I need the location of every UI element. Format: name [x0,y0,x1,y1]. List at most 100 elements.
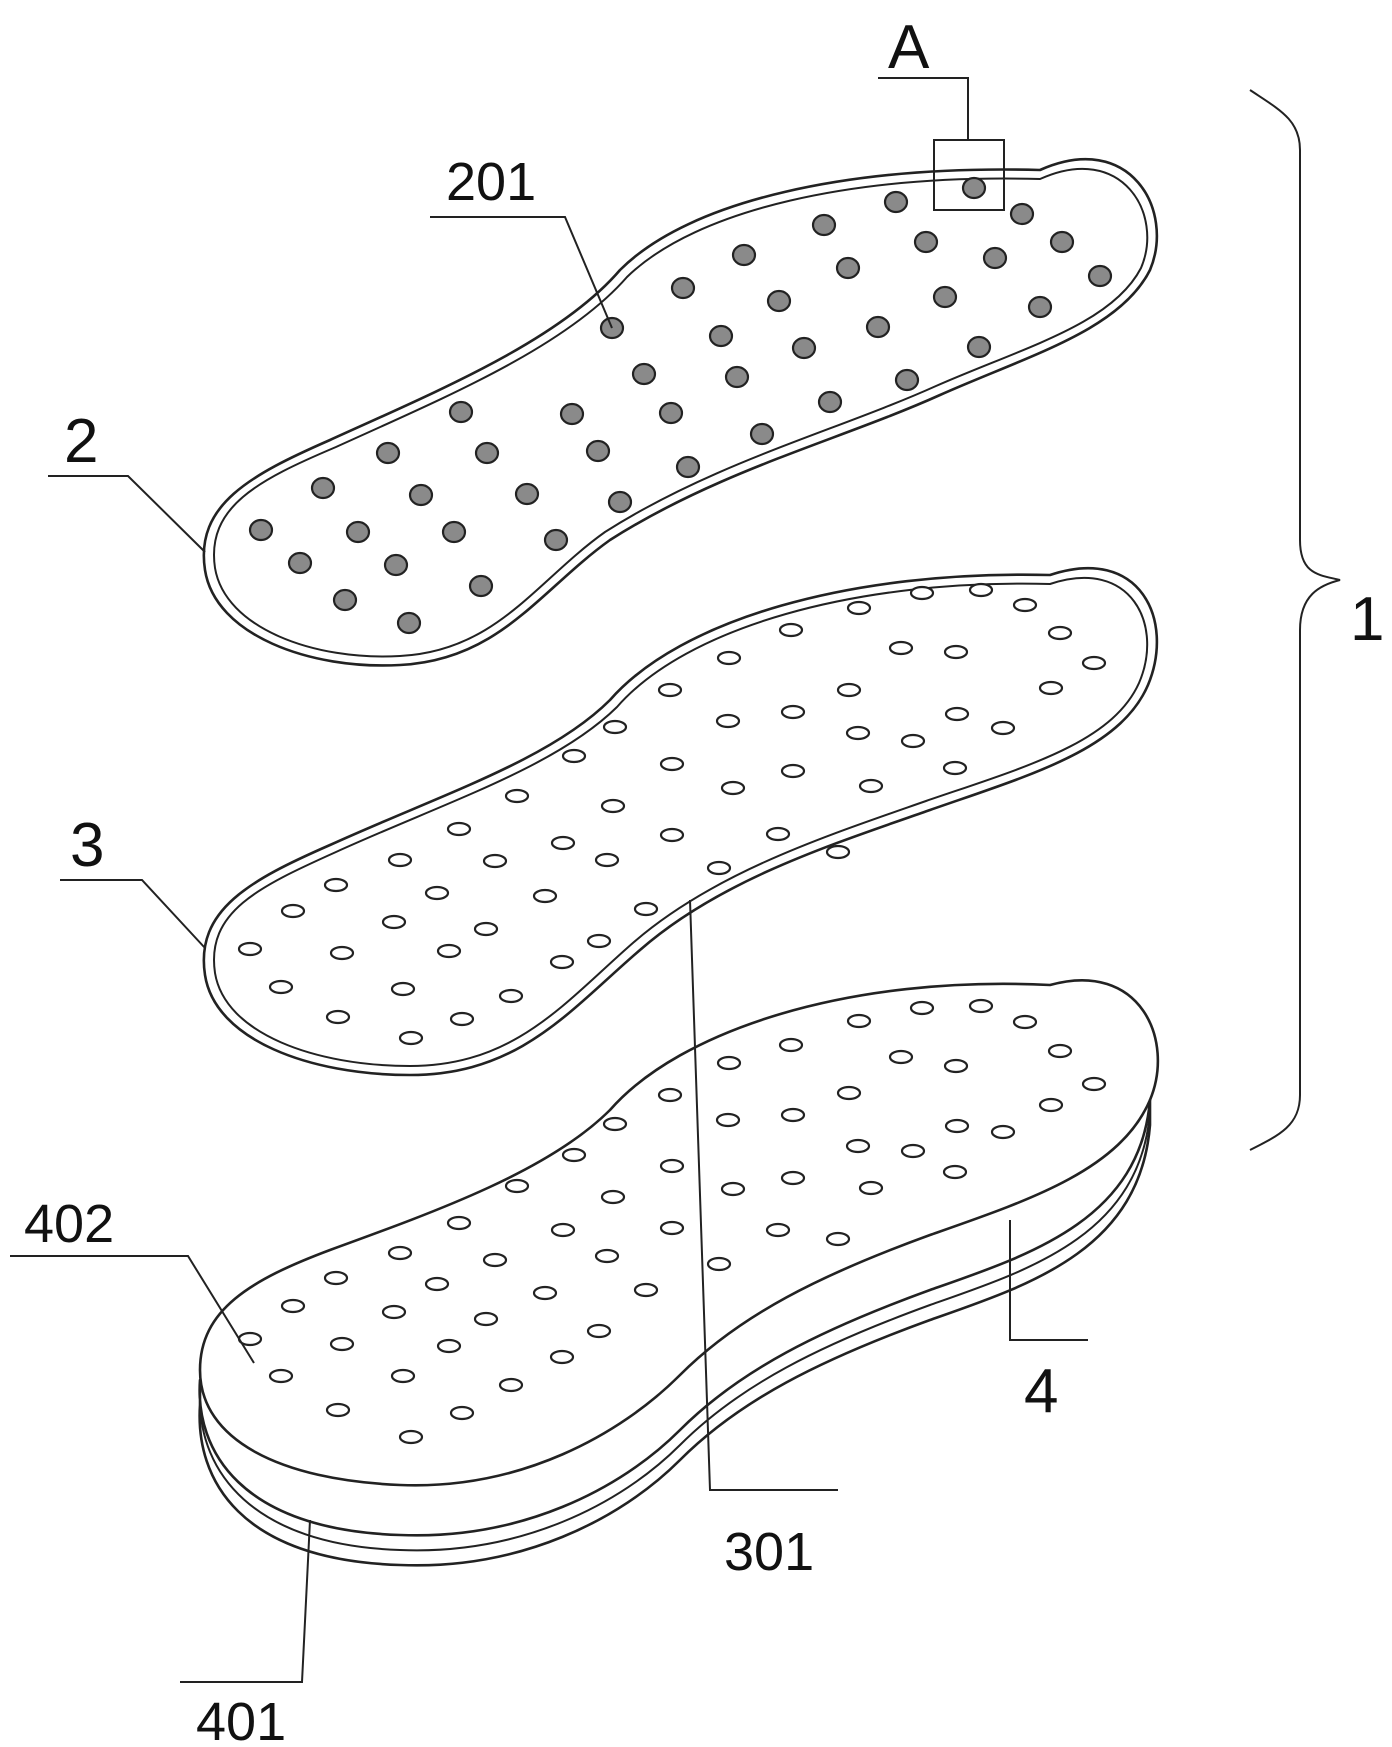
air-hole [845,725,871,741]
vent-hole [731,243,757,267]
vent-hole [345,520,371,544]
air-hole [900,1143,926,1159]
air-hole [780,763,806,779]
air-hole [1038,1097,1064,1113]
air-hole [329,1336,355,1352]
air-hole [550,835,576,851]
air-hole [561,1147,587,1163]
air-hole [706,860,732,876]
insole-layer-4 [198,979,1160,1567]
air-hole [561,748,587,764]
vent-hole [559,402,585,426]
air-hole [473,921,499,937]
vent-hole [287,551,313,575]
label-402: 402 [24,1194,114,1254]
air-hole [780,704,806,720]
air-hole [846,600,872,616]
air-hole [888,640,914,656]
air-hole [550,1222,576,1238]
air-hole [1081,655,1107,671]
vent-hole [982,246,1008,270]
air-hole [446,821,472,837]
layer-4-holes [237,998,1107,1445]
vent-hole [408,483,434,507]
air-hole [602,719,628,735]
air-hole [706,1256,732,1272]
air-hole [765,826,791,842]
label-1: 1 [1350,585,1384,654]
vent-hole [817,390,843,414]
layer-4-top-surface [198,979,1160,1487]
air-hole [586,933,612,949]
air-hole [1012,597,1038,613]
leader-402 [10,1255,255,1364]
air-hole [482,853,508,869]
air-hole [858,1180,884,1196]
label-401: 401 [196,1692,286,1747]
air-hole [943,644,969,660]
layer-3-holes [237,582,1107,1046]
vent-hole [766,289,792,313]
air-hole [990,720,1016,736]
air-hole [387,1245,413,1261]
air-hole [549,1349,575,1365]
air-hole [549,954,575,970]
air-hole [504,1178,530,1194]
air-hole [398,1429,424,1445]
label-301: 301 [724,1522,814,1582]
air-hole [825,1231,851,1247]
air-hole [381,914,407,930]
vent-hole [310,476,336,500]
air-hole [825,844,851,860]
air-hole [449,1011,475,1027]
vent-hole [543,528,569,552]
air-hole [944,1118,970,1134]
vent-hole [658,401,684,425]
layer-3-outer-outline [202,567,1159,1077]
vent-hole [474,441,500,465]
air-hole [780,1170,806,1186]
air-hole [280,903,306,919]
air-hole [909,585,935,601]
vent-hole [1087,264,1113,288]
layer-2-inner-outline [213,167,1149,658]
vent-hole [607,490,633,514]
assembly-brace [1249,89,1341,1151]
label-4: 4 [1024,1357,1058,1426]
air-hole [1047,625,1073,641]
layer-2-vent-holes [248,176,1113,635]
air-hole [1047,1043,1073,1059]
air-hole [268,979,294,995]
air-hole [268,1368,294,1384]
air-hole [325,1402,351,1418]
vent-hole [966,335,992,359]
air-hole [720,780,746,796]
air-hole [387,852,413,868]
air-hole [659,1220,685,1236]
air-hole [715,1112,741,1128]
air-hole [780,1107,806,1123]
air-hole [765,1222,791,1238]
vent-hole [913,230,939,254]
air-hole [498,988,524,1004]
air-hole [1038,680,1064,696]
vent-hole [1027,295,1053,319]
detail-a-marker-box [933,139,1005,211]
air-hole [968,582,994,598]
leader-4 [1009,1220,1088,1341]
label-3: 3 [70,811,104,880]
air-hole [659,756,685,772]
layer-4-midline [199,1111,1151,1552]
air-hole [594,1248,620,1264]
air-hole [424,885,450,901]
air-hole [323,877,349,893]
vent-hole [448,400,474,424]
air-hole [944,706,970,722]
leader-a [878,77,969,140]
leader-401 [180,1519,311,1683]
vent-hole [811,213,837,237]
air-hole [942,1164,968,1180]
vent-hole [396,611,422,635]
air-hole [778,622,804,638]
